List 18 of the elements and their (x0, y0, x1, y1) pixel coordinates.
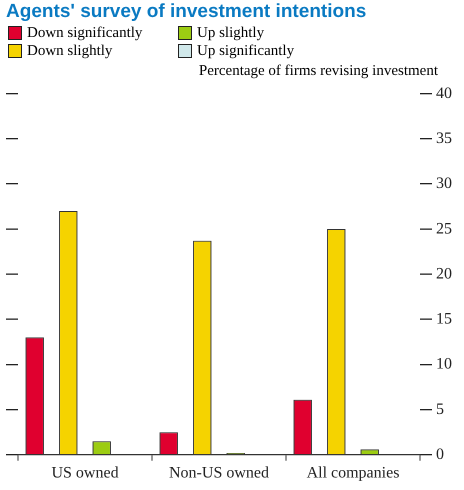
y-tick-label: 15 (436, 310, 452, 328)
y-tick-label: 30 (436, 175, 452, 192)
y-tick-label: 35 (436, 130, 452, 147)
legend-label: Down significantly (27, 24, 142, 42)
legend-label: Up slightly (197, 24, 264, 42)
x-tick-label: Non-US owned (169, 464, 269, 482)
y-tick-label: 20 (436, 265, 452, 282)
legend-label: Down slightly (27, 42, 112, 60)
y-tick-label: 10 (436, 356, 452, 373)
y-axis-title: Percentage of firms revising investment (198, 62, 439, 80)
y-tick-label: 5 (436, 400, 444, 418)
x-tick-label: US owned (51, 464, 119, 482)
x-tick-label: All companies (306, 464, 400, 482)
y-tick-label: 40 (436, 84, 452, 102)
y-tick-label: 25 (436, 220, 452, 238)
legend-label: Up significantly (197, 42, 294, 60)
y-tick-label: 0 (436, 446, 444, 464)
chart-title: Agents' survey of investment intentions (5, 0, 368, 24)
